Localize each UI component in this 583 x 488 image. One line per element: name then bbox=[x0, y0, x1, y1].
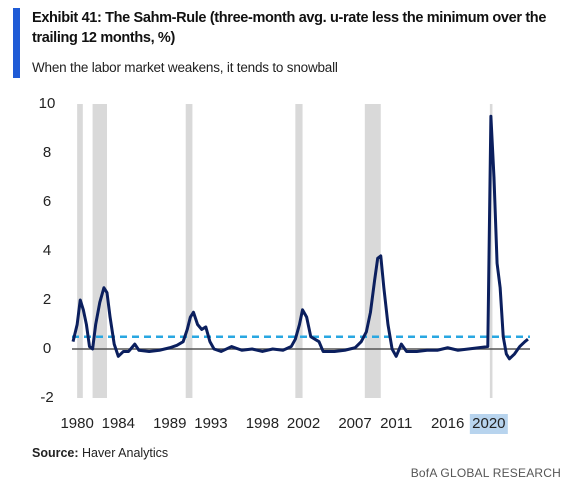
series-line bbox=[71, 114, 529, 361]
x-tick-label: 1989 bbox=[153, 415, 186, 432]
recession-band bbox=[489, 104, 493, 398]
recession-band bbox=[185, 104, 193, 398]
x-tick-label: 2011 bbox=[380, 415, 412, 432]
source-text: Haver Analytics bbox=[82, 446, 169, 460]
chart: -2 0 2 4 6 8 10 1980 1984 1989 1993 1998 2002 2007 201… bbox=[39, 95, 530, 434]
recession-band bbox=[92, 104, 107, 398]
y-tick-label: 0 bbox=[43, 340, 51, 357]
x-tick-label: 1998 bbox=[246, 415, 279, 432]
brand: BofA GLOBAL RESEARCH bbox=[410, 466, 561, 480]
y-tick-label: 4 bbox=[43, 242, 51, 259]
x-tick-label: 1980 bbox=[60, 415, 93, 432]
x-tick-label: 1993 bbox=[194, 415, 227, 432]
y-tick-label: 6 bbox=[43, 193, 51, 210]
accent-bar bbox=[13, 8, 20, 78]
x-tick-label: 2020 bbox=[472, 415, 505, 432]
recession-band bbox=[295, 104, 303, 398]
y-tick-label: 8 bbox=[43, 144, 51, 161]
chart-subtitle: When the labor market weakens, it tends … bbox=[32, 60, 338, 75]
chart-title: Exhibit 41: The Sahm-Rule (three-month a… bbox=[32, 10, 547, 46]
y-tick-label: 10 bbox=[39, 95, 56, 112]
y-tick-label: 2 bbox=[43, 291, 51, 308]
x-tick-label: 2002 bbox=[287, 415, 320, 432]
x-tick-label: 2007 bbox=[338, 415, 371, 432]
source: Source: Haver Analytics bbox=[32, 446, 168, 460]
recession-band bbox=[364, 104, 381, 398]
x-tick-label: 1984 bbox=[102, 415, 135, 432]
recession-band bbox=[77, 104, 83, 398]
x-tick-label: 2016 bbox=[431, 415, 464, 432]
source-label: Source: bbox=[32, 446, 79, 460]
selection-highlight bbox=[469, 414, 508, 434]
y-tick-label: -2 bbox=[40, 389, 53, 406]
